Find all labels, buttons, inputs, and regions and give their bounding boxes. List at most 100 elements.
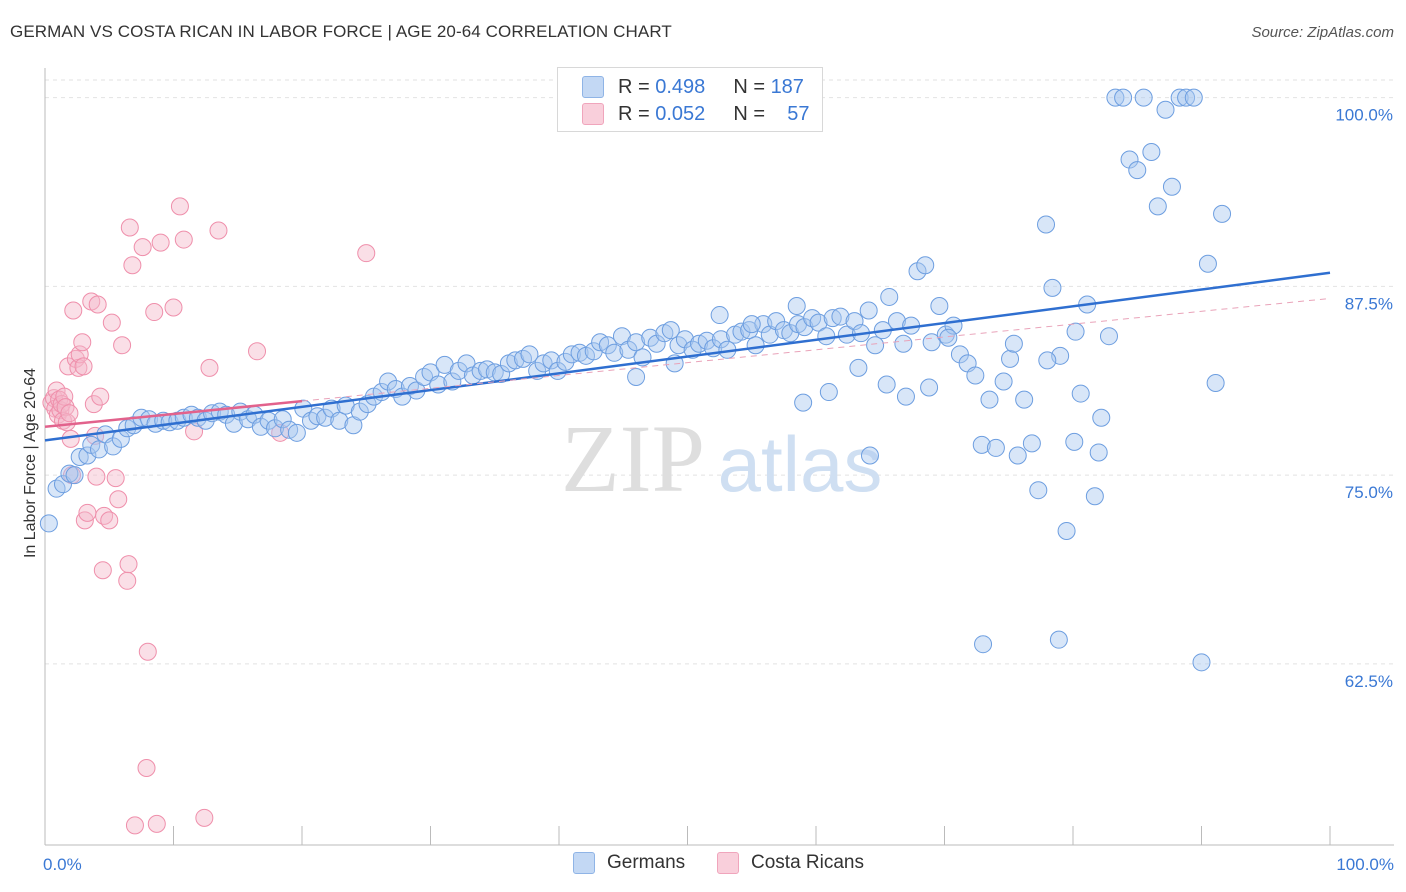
costa-rican-point bbox=[118, 571, 137, 590]
x-tick-label: 100.0% bbox=[1336, 855, 1394, 874]
german-point bbox=[936, 325, 955, 344]
german-point bbox=[994, 372, 1013, 391]
german-point bbox=[894, 334, 913, 353]
r-label: R = bbox=[618, 102, 650, 125]
german-point bbox=[896, 387, 915, 406]
costa-rican-point bbox=[200, 358, 219, 377]
costa-ricans-swatch bbox=[582, 103, 604, 125]
german-point bbox=[39, 514, 58, 533]
german-point bbox=[1057, 521, 1076, 540]
costa-rican-point bbox=[113, 336, 132, 355]
german-point bbox=[1092, 408, 1111, 427]
costa-rican-point bbox=[74, 357, 93, 376]
legend-item-costa-ricans: Costa Ricans bbox=[717, 852, 864, 874]
n-label: N = bbox=[733, 75, 765, 98]
german-point bbox=[866, 336, 885, 355]
axis-labels: In Labor Force | Age 20-64 62.5% 75.0% 87.… bbox=[22, 106, 1394, 874]
german-point bbox=[859, 301, 878, 320]
watermark-zip: ZIP bbox=[561, 405, 705, 512]
german-point bbox=[1029, 481, 1048, 500]
german-point bbox=[916, 256, 935, 275]
costa-rican-point bbox=[109, 490, 128, 509]
costa-rican-point bbox=[120, 218, 139, 237]
german-point bbox=[65, 466, 84, 485]
german-point bbox=[831, 307, 850, 326]
german-point bbox=[514, 349, 533, 368]
german-point bbox=[1162, 177, 1181, 196]
german-point bbox=[556, 352, 575, 371]
german-point bbox=[1043, 278, 1062, 297]
n-value: 57 bbox=[787, 102, 810, 125]
german-point bbox=[1206, 374, 1225, 392]
german-point bbox=[598, 336, 617, 355]
r-label: R = bbox=[618, 75, 650, 98]
german-point bbox=[849, 358, 868, 377]
german-point bbox=[877, 375, 896, 394]
costa-rican-point bbox=[209, 221, 228, 240]
costa-rican-point bbox=[78, 503, 97, 522]
german-point bbox=[471, 361, 490, 380]
german-point bbox=[104, 437, 123, 456]
german-point bbox=[742, 315, 761, 334]
costa-rican-point bbox=[164, 298, 183, 317]
costa-rican-point bbox=[125, 816, 144, 835]
german-point bbox=[1004, 334, 1023, 353]
costa-rican-point bbox=[100, 511, 119, 530]
costa-rican-point bbox=[91, 387, 110, 406]
watermark-atlas: atlas bbox=[718, 420, 883, 508]
r-value: 0.052 bbox=[655, 102, 706, 125]
german-point bbox=[930, 297, 949, 315]
german-point bbox=[1037, 215, 1056, 234]
germans-points bbox=[39, 88, 1232, 672]
german-point bbox=[449, 361, 468, 380]
r-value: 0.498 bbox=[655, 75, 706, 98]
watermark: ZIP atlas bbox=[561, 405, 882, 512]
german-point bbox=[1142, 143, 1161, 161]
german-point bbox=[803, 309, 822, 328]
german-point bbox=[1085, 487, 1104, 506]
costa-ricans-trend-extension bbox=[301, 297, 1331, 402]
german-point bbox=[986, 438, 1005, 457]
german-point bbox=[301, 411, 320, 430]
german-point bbox=[1213, 204, 1232, 223]
german-point bbox=[330, 411, 349, 430]
costa-rican-point bbox=[93, 561, 112, 580]
german-point bbox=[950, 345, 969, 364]
costa-rican-point bbox=[87, 467, 106, 486]
german-point bbox=[1106, 88, 1125, 107]
german-point bbox=[316, 408, 335, 427]
german-point bbox=[627, 367, 646, 386]
y-tick-label: 87.5% bbox=[1345, 294, 1393, 313]
grid bbox=[45, 79, 1394, 665]
german-point bbox=[819, 383, 838, 402]
correlation-legend: R = 0.498 N = 187 R = 0.052 N = 57 bbox=[557, 67, 823, 132]
german-point bbox=[661, 321, 680, 340]
german-point bbox=[1015, 390, 1034, 409]
german-point bbox=[1156, 100, 1175, 119]
german-point bbox=[710, 306, 729, 325]
german-point bbox=[1170, 88, 1189, 107]
costa-rican-point bbox=[133, 238, 152, 257]
german-point bbox=[746, 336, 765, 355]
x-tick-label: 0.0% bbox=[43, 855, 82, 874]
german-point bbox=[350, 402, 369, 421]
german-point bbox=[972, 435, 991, 454]
german-point bbox=[562, 345, 581, 364]
german-point bbox=[795, 318, 814, 337]
german-point bbox=[415, 367, 434, 386]
legend-label: Costa Ricans bbox=[751, 852, 864, 873]
german-point bbox=[794, 393, 813, 412]
legend-item-germans: Germans bbox=[573, 852, 685, 874]
costa-ricans-points bbox=[42, 197, 376, 835]
german-point bbox=[1099, 327, 1118, 346]
costa-rican-point bbox=[145, 303, 164, 322]
german-point bbox=[647, 334, 666, 353]
german-point bbox=[542, 351, 561, 370]
german-point bbox=[520, 345, 539, 364]
legend-row-costa-ricans: R = 0.052 N = 57 bbox=[582, 102, 809, 126]
german-point bbox=[1134, 88, 1153, 107]
costa-rican-point bbox=[248, 342, 267, 361]
german-point bbox=[1184, 88, 1203, 107]
costa-rican-point bbox=[137, 759, 156, 777]
